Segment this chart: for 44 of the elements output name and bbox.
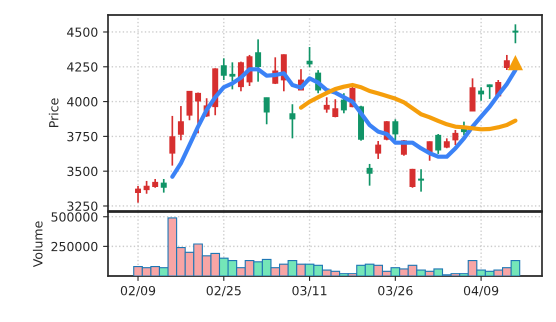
candlestick — [289, 103, 296, 140]
candlestick — [220, 57, 227, 81]
y-tick-label: 4000 — [67, 97, 98, 107]
candlestick — [135, 185, 142, 204]
x-tick-label: 03/11 — [292, 286, 326, 296]
y-tick-label: 3250 — [67, 201, 98, 211]
candlestick — [229, 61, 236, 90]
y-tick-label: 3750 — [67, 132, 98, 142]
candlestick — [306, 46, 313, 68]
candlestick — [332, 98, 338, 118]
candlestick — [409, 168, 416, 189]
x-tick-label: 02/25 — [206, 286, 241, 296]
y-tick-label: 4500 — [67, 27, 98, 37]
candlestick — [478, 86, 484, 102]
x-tick-label: 03/26 — [378, 286, 413, 296]
candlestick — [366, 163, 373, 186]
candlestick — [255, 38, 262, 83]
candlestick — [195, 92, 202, 134]
x-tick-label: 02/09 — [120, 286, 156, 296]
candlestick — [186, 90, 192, 122]
candlestick — [160, 178, 167, 194]
candlestick — [324, 96, 330, 114]
candlestick — [435, 133, 442, 155]
candlestick — [452, 129, 458, 146]
candlestick — [512, 23, 518, 44]
y-axis-title: Price — [48, 98, 58, 128]
candlestick — [264, 96, 270, 126]
candlestick — [418, 168, 424, 192]
candlestick — [486, 83, 493, 100]
line-series — [298, 82, 518, 132]
candlestick — [470, 78, 476, 112]
y-tick-label: 4250 — [67, 62, 98, 72]
y-axis-title: Volume — [32, 221, 43, 268]
y-tick-label: 250000 — [51, 242, 98, 252]
y-tick-label: 3500 — [67, 166, 98, 176]
candlestick — [392, 118, 398, 141]
candlestick — [444, 138, 450, 150]
y-tick-label: 500000 — [52, 212, 98, 222]
candlestick — [504, 54, 510, 71]
candlestick — [169, 115, 176, 166]
x-tick-label: 04/09 — [464, 286, 498, 296]
candlestick — [375, 140, 382, 160]
candlestick — [144, 180, 150, 195]
candlestick — [178, 105, 184, 142]
